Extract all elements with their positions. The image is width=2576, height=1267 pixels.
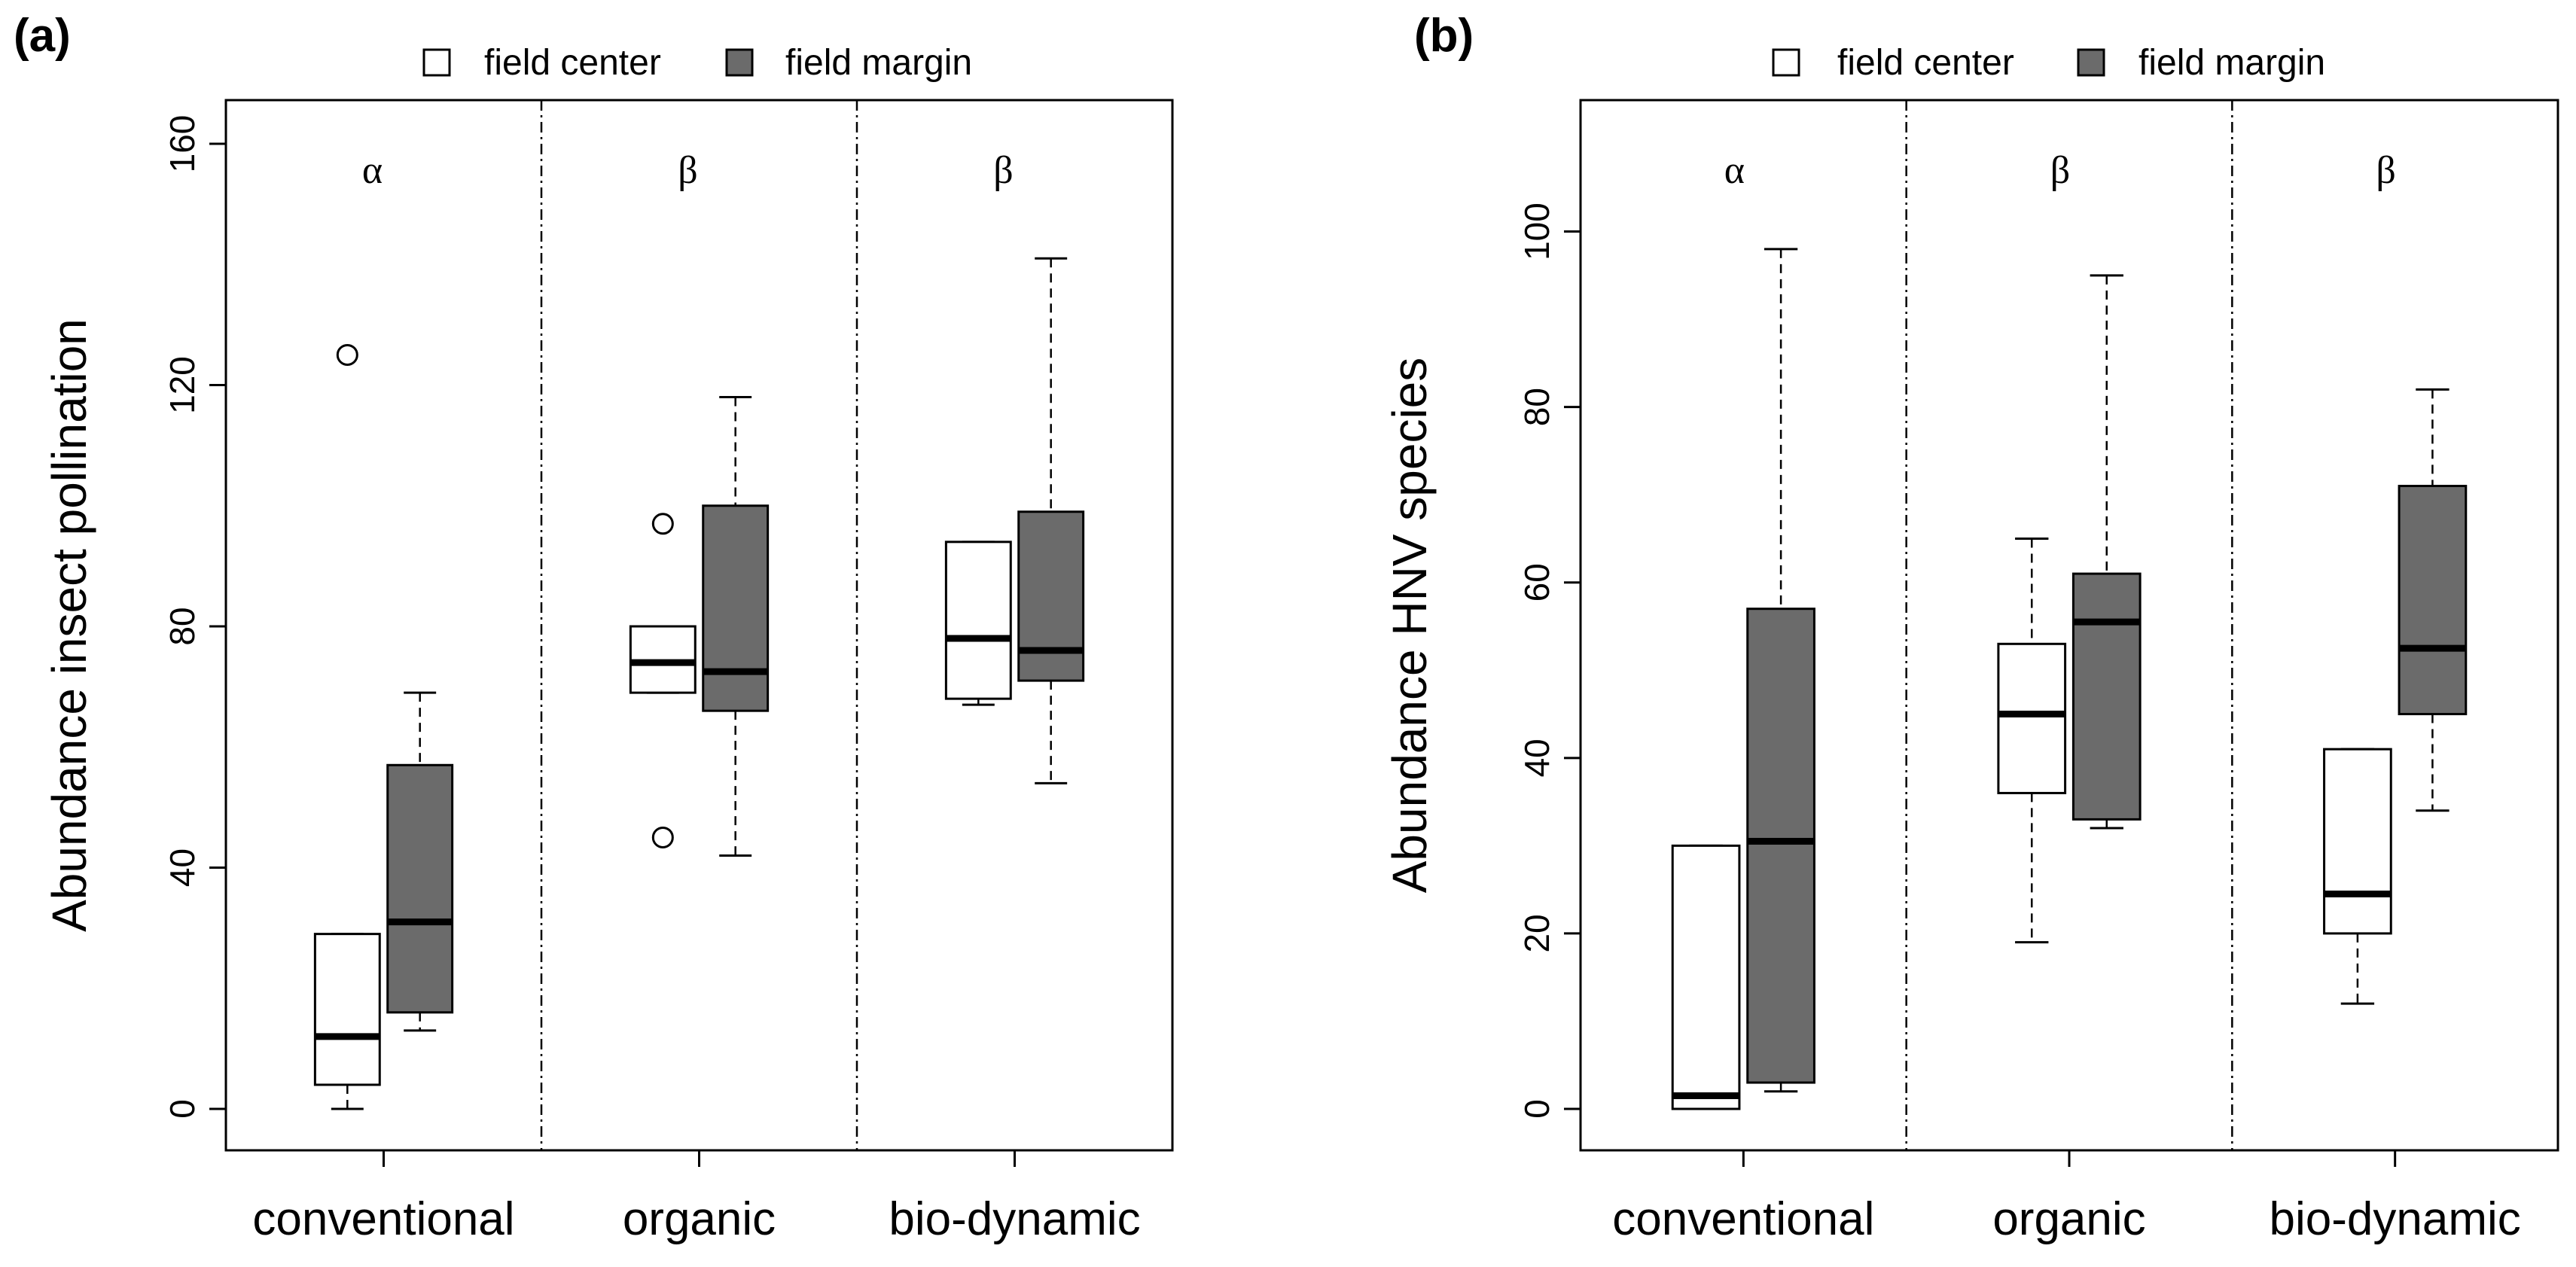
y-tick-label: 40 — [1517, 739, 1556, 777]
significance-letter: β — [993, 149, 1013, 192]
y-tick-label: 160 — [163, 115, 202, 173]
y-tick-label: 100 — [1517, 203, 1556, 260]
y-tick-label: 120 — [163, 356, 202, 414]
chart-panel-a — [209, 48, 1174, 1167]
x-category-label: conventional — [1612, 1193, 1874, 1245]
significance-letter: α — [362, 149, 383, 192]
legend-label-field-margin: field margin — [2139, 43, 2325, 83]
x-category-label: bio-dynamic — [2270, 1193, 2521, 1245]
y-tick-label: 80 — [1517, 388, 1556, 426]
legend-swatch-field-margin — [725, 48, 754, 77]
panel-label: (a) — [14, 10, 71, 62]
box-field-margin — [1746, 608, 1815, 1084]
box-field-margin — [2398, 485, 2468, 716]
y-tick-label: 80 — [163, 607, 202, 645]
box-field-margin — [702, 504, 770, 712]
legend-swatch-field-margin — [2077, 48, 2105, 77]
box-field-center — [313, 933, 381, 1086]
significance-letter: β — [2050, 149, 2070, 192]
y-tick-label: 40 — [163, 848, 202, 887]
legend-label-field-center: field center — [1837, 43, 2014, 83]
legend-label-field-margin: field margin — [785, 43, 972, 83]
legend-label-field-center: field center — [484, 43, 661, 83]
legend-swatch-field-center — [1772, 48, 1800, 77]
y-tick-label: 20 — [1517, 914, 1556, 952]
y-axis-label: Abundance insect pollination — [42, 318, 96, 932]
chart-panel-b — [1564, 48, 2559, 1167]
outlier-point — [651, 513, 674, 535]
box-field-margin — [1017, 510, 1085, 682]
outlier-point — [651, 826, 674, 848]
y-axis-label: Abundance HNV species — [1383, 358, 1437, 894]
x-category-label: bio-dynamic — [889, 1193, 1140, 1245]
x-category-label: organic — [623, 1193, 776, 1245]
significance-letter: β — [2376, 149, 2395, 192]
y-tick-label: 0 — [163, 1099, 202, 1119]
y-tick-label: 0 — [1517, 1099, 1556, 1119]
box-field-center — [1997, 642, 2067, 794]
box-field-center — [944, 541, 1012, 700]
legend-swatch-field-center — [422, 48, 451, 77]
significance-letter: α — [1724, 149, 1745, 192]
significance-letter: β — [678, 149, 697, 192]
box-field-center — [1671, 844, 1741, 1110]
box-field-margin — [2071, 572, 2142, 821]
box-field-margin — [386, 763, 454, 1014]
panel-label: (b) — [1414, 10, 1474, 62]
x-category-label: organic — [1992, 1193, 2145, 1245]
outlier-point — [336, 343, 358, 366]
x-category-label: conventional — [252, 1193, 514, 1245]
y-tick-label: 60 — [1517, 563, 1556, 602]
box-field-center — [2323, 748, 2392, 935]
